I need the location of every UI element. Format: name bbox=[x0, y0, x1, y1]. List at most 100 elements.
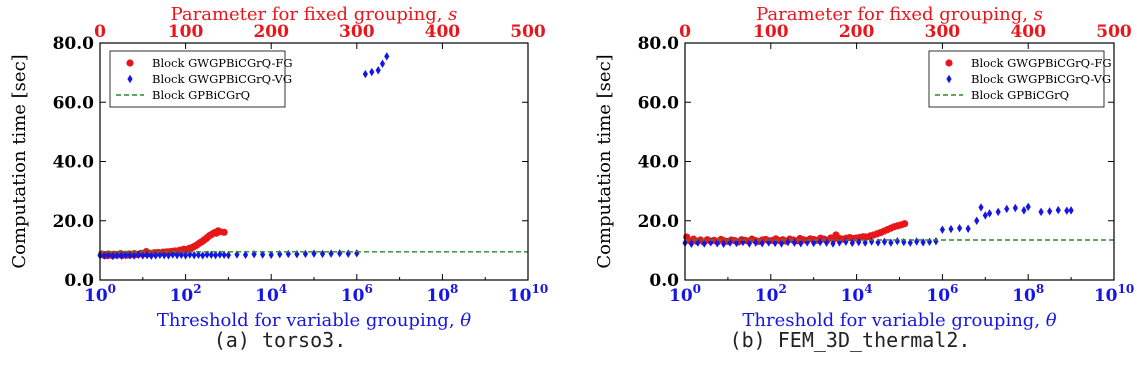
chart-a: 0.0 20.0 40.0 60.0 80.0 100 102 104 106 108 1010 0 1… bbox=[9, 4, 548, 331]
data-point bbox=[165, 251, 172, 260]
data-point bbox=[875, 238, 881, 247]
data-point bbox=[1021, 206, 1027, 215]
y-tick-label: 20.0 bbox=[53, 212, 95, 232]
data-point bbox=[375, 66, 381, 75]
data-point bbox=[183, 251, 189, 260]
legend-label: Block GPBiCGrQ bbox=[152, 88, 250, 102]
y-tick-label: 0.0 bbox=[64, 271, 94, 291]
data-point bbox=[1068, 206, 1074, 215]
data-point bbox=[1064, 206, 1070, 215]
data-point bbox=[114, 251, 120, 260]
data-point bbox=[311, 249, 317, 258]
x-top-axis-label: Parameter for fixed grouping, s bbox=[171, 4, 458, 25]
data-point bbox=[933, 236, 939, 246]
x-bottom-tick-label: 1010 bbox=[508, 282, 548, 306]
y-tick-label: 20.0 bbox=[638, 212, 680, 232]
y-tick-label: 40.0 bbox=[638, 153, 680, 173]
data-point bbox=[384, 52, 390, 61]
data-point bbox=[337, 249, 343, 258]
y-tick-label: 80.0 bbox=[53, 34, 95, 54]
data-point bbox=[901, 237, 907, 247]
data-point bbox=[766, 238, 772, 247]
data-point bbox=[1055, 205, 1061, 215]
data-point bbox=[195, 250, 202, 260]
x-top-tick-label: 200 bbox=[253, 22, 289, 42]
x-bottom-tick-label: 108 bbox=[426, 282, 458, 306]
data-point bbox=[920, 238, 926, 247]
x-top-tick-label: 400 bbox=[425, 22, 461, 42]
data-point bbox=[242, 250, 249, 260]
data-point bbox=[1004, 204, 1010, 214]
data-point bbox=[161, 250, 167, 260]
x-bottom-tick-label: 106 bbox=[341, 282, 373, 306]
data-point bbox=[978, 203, 984, 212]
data-point bbox=[901, 220, 909, 228]
data-point bbox=[369, 67, 375, 77]
y-axis-label: Computation time [sec] bbox=[9, 54, 30, 268]
data-point bbox=[277, 250, 283, 259]
x-bottom-tick-label: 106 bbox=[926, 282, 958, 306]
x-bottom-tick-label: 108 bbox=[1012, 282, 1044, 306]
data-point bbox=[127, 251, 133, 260]
data-point bbox=[221, 250, 227, 260]
x-top-tick-label: 100 bbox=[753, 22, 789, 42]
data-point bbox=[123, 250, 129, 260]
data-point bbox=[118, 251, 124, 260]
data-point bbox=[268, 250, 274, 260]
data-point bbox=[881, 237, 888, 246]
legend-label: Block GPBiCGrQ bbox=[971, 88, 1069, 102]
data-point bbox=[208, 250, 214, 260]
data-point bbox=[191, 250, 197, 260]
data-point bbox=[285, 249, 291, 259]
legend-label: Block GWGPBiCGrQ-VG bbox=[971, 72, 1111, 86]
data-point bbox=[153, 251, 159, 260]
y-tick-label: 80.0 bbox=[638, 34, 680, 54]
data-point bbox=[379, 59, 386, 68]
data-point bbox=[948, 224, 954, 234]
data-point bbox=[328, 249, 334, 258]
caption-b: (b) FEM_3D_thermal2. bbox=[570, 328, 1130, 352]
data-point bbox=[830, 239, 836, 248]
y-tick-label: 40.0 bbox=[53, 153, 95, 173]
x-top-tick-label: 0 bbox=[94, 22, 106, 42]
x-top-axis-label: Parameter for fixed grouping, s bbox=[756, 4, 1043, 25]
data-point bbox=[1038, 207, 1044, 217]
data-point bbox=[843, 237, 849, 246]
x-top-tick-label: 100 bbox=[168, 22, 204, 42]
x-top-tick-label: 0 bbox=[679, 22, 691, 42]
data-point bbox=[345, 249, 351, 258]
chart-b: 0.0 20.0 40.0 60.0 80.0 100 102 104 106 108 1010 0 1… bbox=[594, 4, 1134, 331]
data-point bbox=[995, 207, 1001, 217]
data-point bbox=[302, 249, 309, 259]
legend-marker bbox=[945, 59, 953, 67]
data-point bbox=[804, 238, 810, 247]
x-top-tick-label: 200 bbox=[839, 22, 875, 42]
data-point bbox=[212, 250, 219, 260]
data-point bbox=[939, 225, 945, 234]
plot-frame bbox=[684, 42, 1115, 281]
x-bottom-axis-label: Threshold for variable grouping, θ bbox=[157, 310, 471, 331]
data-point bbox=[746, 239, 752, 248]
data-point bbox=[157, 250, 163, 260]
data-point bbox=[982, 211, 988, 220]
legend-marker bbox=[127, 74, 133, 84]
legend-marker bbox=[946, 74, 952, 84]
legend-marker bbox=[126, 59, 134, 67]
legend: Block GWGPBiCGrQ-FG Block GWGPBiCGrQ-VG Bl… bbox=[109, 50, 293, 108]
data-point bbox=[721, 239, 727, 249]
data-point bbox=[101, 251, 107, 260]
data-point bbox=[708, 238, 714, 247]
data-point bbox=[733, 238, 740, 248]
caption-a-matrix: torso3 bbox=[261, 328, 335, 352]
x-bottom-tick-label: 104 bbox=[841, 282, 873, 306]
data-point bbox=[914, 237, 920, 246]
data-point bbox=[956, 223, 963, 233]
data-point bbox=[110, 251, 116, 261]
data-point bbox=[135, 250, 142, 260]
x-bottom-tick-label: 100 bbox=[669, 282, 701, 306]
data-point bbox=[1025, 202, 1031, 212]
legend: Block GWGPBiCGrQ-FG Block GWGPBiCGrQ-VG Bl… bbox=[928, 50, 1112, 108]
caption-a: (a) torso3. bbox=[0, 328, 560, 352]
data-point bbox=[362, 69, 368, 79]
y-tick-label: 60.0 bbox=[53, 93, 95, 113]
